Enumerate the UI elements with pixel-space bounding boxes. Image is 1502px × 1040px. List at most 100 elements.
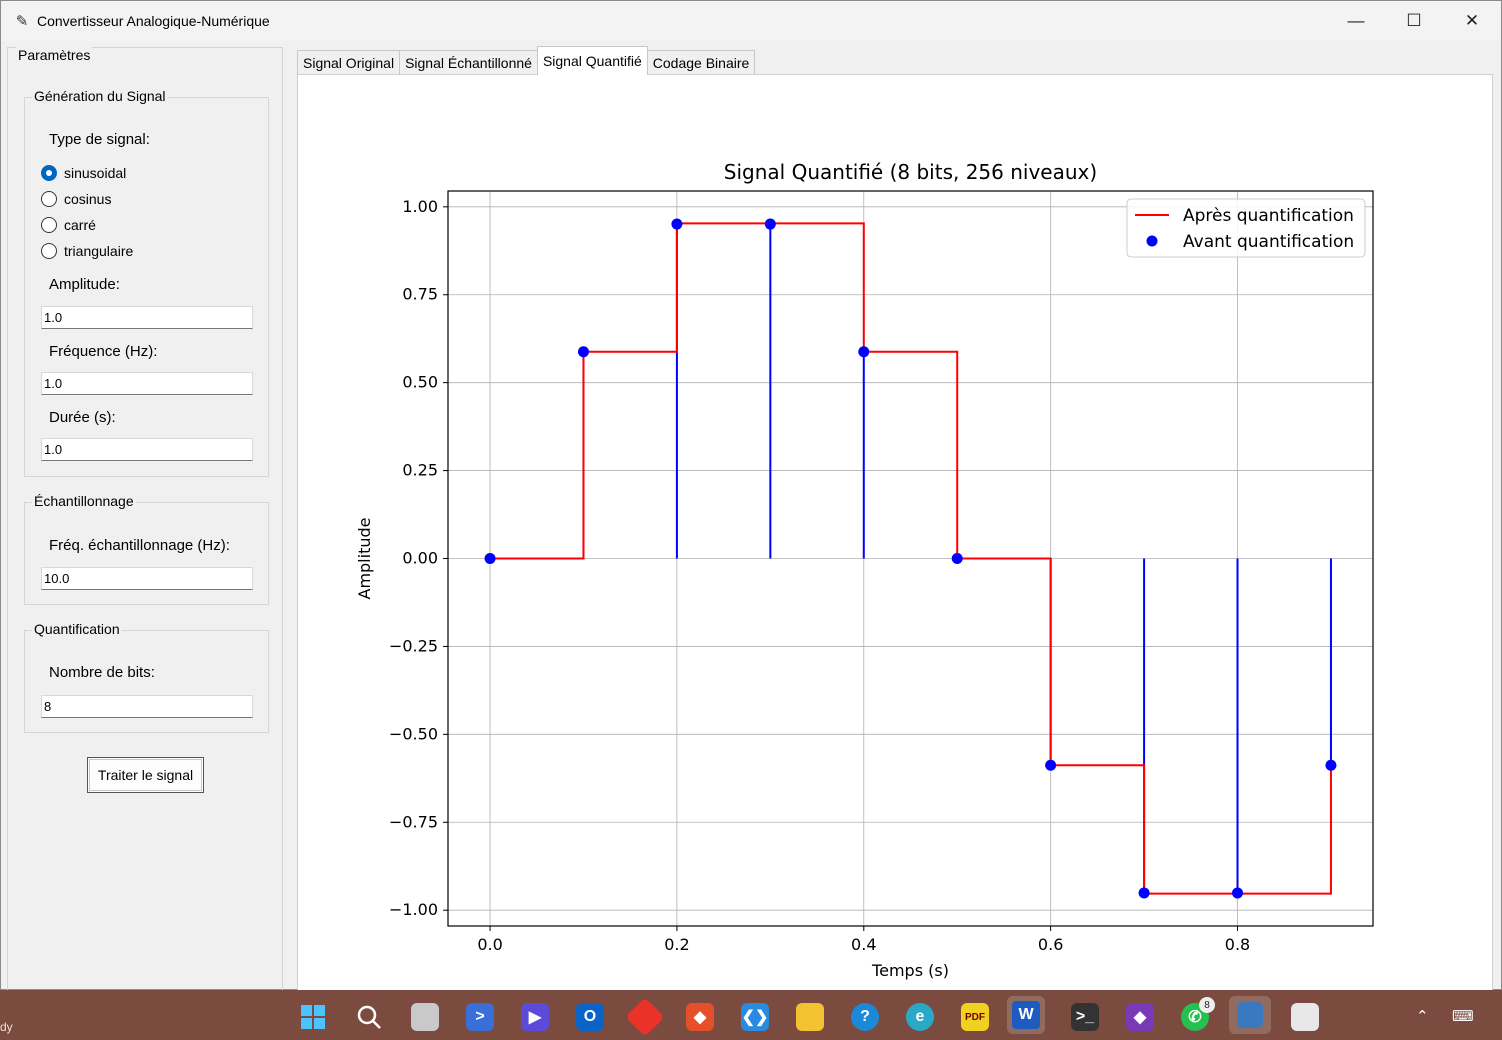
sampling-frequency-label: Fréq. échantillonnage (Hz):: [49, 537, 230, 554]
x-axis-label: Temps (s): [871, 961, 949, 980]
sample-point: [1138, 887, 1150, 899]
sample-point: [951, 553, 963, 564]
app-window: ✎ Convertisseur Analogique-Numérique — ☐…: [0, 0, 1502, 991]
whatsapp-icon[interactable]: ✆ 8: [1181, 997, 1215, 1031]
edge-browser-icon[interactable]: e: [906, 1003, 934, 1031]
process-signal-button[interactable]: Traiter le signal: [87, 757, 204, 793]
y-tick-label: −0.25: [389, 636, 438, 655]
sample-point: [1232, 887, 1244, 899]
frequency-label: Fréquence (Hz):: [49, 343, 158, 360]
task-view-icon[interactable]: [411, 1003, 439, 1031]
amplitude-label: Amplitude:: [49, 276, 120, 293]
y-tick-label: 0.50: [402, 373, 438, 392]
parameters-panel: Paramètres Génération du Signal Type de …: [7, 47, 283, 991]
taskbar: dy > ▶ O ◆ ❮❯ ? e PDF W >_ ◆ ✆ 8 ⌃ ⌨: [0, 990, 1502, 1040]
sampling-group: Échantillonnage Fréq. échantillonnage (H…: [24, 493, 269, 605]
tab-signal-original[interactable]: Signal Original: [297, 50, 401, 75]
y-tick-label: −0.50: [389, 724, 438, 743]
radio-label-cosinus: cosinus: [64, 191, 112, 207]
y-tick-label: −0.75: [389, 812, 438, 831]
magnifier-icon: [357, 1005, 381, 1029]
parameters-title: Paramètres: [16, 47, 93, 63]
tab-signal-echantillonne[interactable]: Signal Échantillonné: [399, 50, 538, 75]
git-icon[interactable]: [625, 997, 665, 1037]
sampling-title: Échantillonnage: [32, 493, 136, 509]
title-bar: ✎ Convertisseur Analogique-Numérique — ☐…: [1, 1, 1501, 41]
radio-carre[interactable]: carré: [41, 217, 96, 233]
radio-triangulaire[interactable]: triangulaire: [41, 243, 133, 259]
radio-cosinus[interactable]: cosinus: [41, 191, 111, 207]
y-tick-label: 0.25: [402, 461, 438, 480]
bits-input[interactable]: 8: [41, 695, 253, 718]
quantized-step-line: [490, 222, 1332, 895]
radio-label-sinusoidal: sinusoidal: [64, 165, 127, 181]
radio-label-triangulaire: triangulaire: [64, 243, 134, 259]
amplitude-input[interactable]: 1.0: [41, 306, 253, 329]
search-icon[interactable]: [355, 1003, 383, 1031]
x-tick-label: 0.0: [477, 935, 502, 954]
legend-marker-swatch: [1146, 235, 1158, 247]
windows-start-icon[interactable]: [299, 1003, 327, 1031]
status-text: dy: [0, 1020, 13, 1034]
notification-badge: 8: [1199, 997, 1215, 1013]
feather-icon: ✎: [15, 13, 29, 30]
help-icon[interactable]: ?: [851, 1003, 879, 1031]
signal-generation-title: Génération du Signal: [32, 88, 168, 104]
chart-title: Signal Quantifié (8 bits, 256 niveaux): [724, 160, 1097, 184]
radio-label-carre: carré: [64, 217, 96, 233]
tab-codage-binaire[interactable]: Codage Binaire: [646, 50, 756, 75]
radio-button[interactable]: [41, 217, 57, 233]
legend-box: [1126, 198, 1366, 258]
x-tick-label: 0.8: [1225, 935, 1250, 954]
close-button[interactable]: ✕: [1464, 11, 1480, 30]
brave-browser-icon[interactable]: ◆: [686, 1003, 714, 1031]
vscode-icon[interactable]: ❮❯: [741, 1003, 769, 1031]
tab-content-pane: 0.0 0.2 0.4 0.6 0.8 1.00 0.75 0.50 0.25 0.00 −0.25…: [297, 74, 1493, 991]
duration-label: Durée (s):: [49, 409, 116, 426]
quantization-group: Quantification Nombre de bits: 8: [24, 621, 269, 733]
sample-point: [577, 346, 589, 358]
maximize-button[interactable]: ☐: [1406, 11, 1422, 30]
sampling-frequency-input[interactable]: 10.0: [41, 567, 253, 590]
file-explorer-icon[interactable]: [796, 1003, 824, 1031]
y-tick-label: −1.00: [389, 900, 438, 919]
bits-label: Nombre de bits:: [49, 664, 155, 681]
signal-generation-group: Génération du Signal Type de signal: sin…: [24, 88, 269, 477]
word-icon[interactable]: W: [1007, 996, 1045, 1034]
signal-type-label: Type de signal:: [49, 131, 150, 148]
x-tick-label: 0.4: [851, 935, 876, 954]
python-icon[interactable]: [1229, 996, 1271, 1034]
radio-button[interactable]: [41, 243, 57, 259]
pdf-icon[interactable]: PDF: [961, 1003, 989, 1031]
windows-logo-icon: [301, 1005, 325, 1029]
media-player-icon[interactable]: ▶: [521, 1003, 549, 1031]
sample-point: [858, 346, 870, 358]
window-title: Convertisseur Analogique-Numérique: [37, 13, 270, 29]
quantization-title: Quantification: [32, 621, 122, 637]
quantized-signal-chart: 0.0 0.2 0.4 0.6 0.8 1.00 0.75 0.50 0.25 0.00 −0.25…: [355, 160, 1374, 980]
tab-signal-quantifie[interactable]: Signal Quantifié: [536, 46, 648, 75]
radio-button[interactable]: [41, 191, 57, 207]
outlook-icon[interactable]: O: [576, 1003, 604, 1031]
snipping-tool-icon[interactable]: [1291, 1003, 1319, 1031]
axes-frame: [447, 190, 1374, 927]
keyboard-icon[interactable]: ⌨: [1452, 1008, 1474, 1025]
minimize-button[interactable]: —: [1347, 11, 1365, 30]
legend-label: Avant quantification: [1183, 232, 1354, 252]
duration-input[interactable]: 1.0: [41, 438, 253, 461]
radio-sinusoidal[interactable]: sinusoidal: [41, 165, 126, 181]
tab-bar: Signal Original Signal Échantillonné Sig…: [297, 46, 756, 75]
chevron-up-icon[interactable]: ⌃: [1416, 1008, 1429, 1025]
x-tick-label: 0.2: [664, 935, 689, 954]
radio-button-selected[interactable]: [41, 165, 57, 181]
y-axis-label: Amplitude: [355, 518, 374, 600]
sample-point: [764, 218, 776, 230]
y-tick-label: 0.00: [402, 549, 438, 568]
frequency-input[interactable]: 1.0: [41, 372, 253, 395]
obsidian-icon[interactable]: ◆: [1126, 1003, 1154, 1031]
y-tick-label: 0.75: [402, 285, 438, 304]
legend-label: Après quantification: [1183, 206, 1354, 226]
sample-point: [1325, 759, 1337, 771]
powershell-icon[interactable]: >: [466, 1003, 494, 1031]
terminal-icon[interactable]: >_: [1071, 1003, 1099, 1031]
